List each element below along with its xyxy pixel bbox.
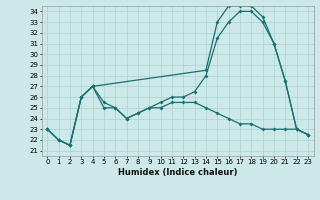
X-axis label: Humidex (Indice chaleur): Humidex (Indice chaleur): [118, 168, 237, 177]
